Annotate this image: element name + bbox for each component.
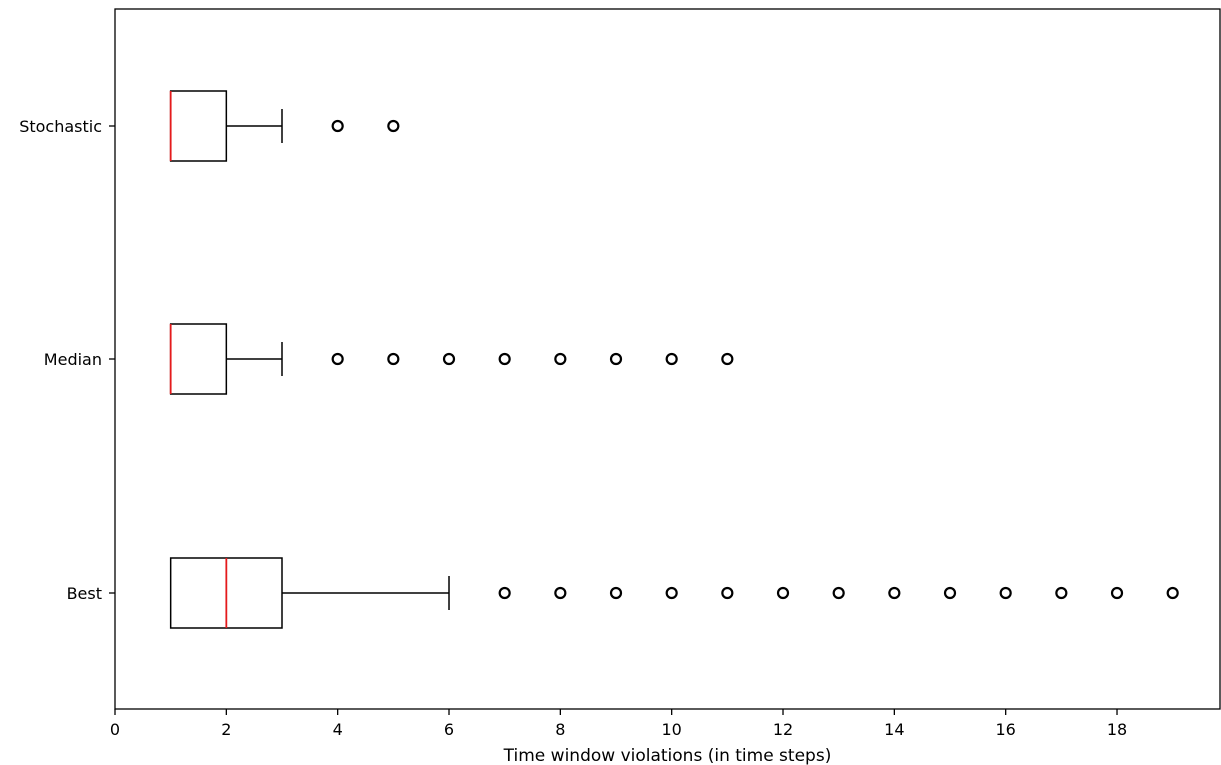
outlier-point-best — [832, 586, 845, 600]
outlier-point-best — [721, 586, 734, 600]
box-group-median — [169, 323, 734, 395]
outlier-point-best — [1110, 586, 1124, 600]
outlier-point-best — [943, 586, 957, 600]
outlier-point-median — [721, 352, 734, 366]
outlier-point-median — [442, 352, 456, 366]
x-tick-label: 6 — [444, 720, 454, 739]
outlier-point-median — [665, 352, 678, 366]
y-tick-label-stochastic: Stochastic — [19, 117, 102, 136]
outlier-point-stochastic — [331, 119, 344, 133]
outlier-point-best — [999, 586, 1012, 600]
outlier-point-best — [609, 586, 623, 600]
x-tick-label: 14 — [884, 720, 904, 739]
y-axis: Stochastic Median Best — [19, 117, 115, 603]
chart-marks — [169, 90, 1179, 629]
x-tick-label: 0 — [110, 720, 120, 739]
outlier-point-best — [888, 586, 901, 600]
x-tick-label: 12 — [773, 720, 793, 739]
outlier-point-median — [331, 352, 344, 366]
x-tick-label: 10 — [661, 720, 681, 739]
outlier-point-best — [665, 586, 678, 600]
outlier-point-best — [1055, 586, 1068, 600]
x-axis: 0 2 4 6 8 10 12 14 16 18 — [110, 709, 1127, 739]
box-group-stochastic — [169, 90, 400, 162]
x-tick-label: 4 — [333, 720, 343, 739]
x-axis-label: Time window violations (in time steps) — [503, 746, 832, 765]
outlier-point-median — [609, 352, 623, 366]
outlier-point-best — [776, 586, 790, 600]
outlier-point-median — [554, 352, 567, 366]
x-tick-label: 16 — [996, 720, 1016, 739]
box-group-best — [169, 557, 1179, 629]
outlier-point-median — [387, 352, 400, 366]
outlier-point-best — [1166, 586, 1179, 600]
outlier-point-median — [498, 352, 511, 366]
x-tick-label: 2 — [221, 720, 231, 739]
x-tick-label: 18 — [1107, 720, 1127, 739]
x-tick-label: 8 — [555, 720, 565, 739]
y-tick-label-median: Median — [44, 350, 102, 369]
outlier-point-best — [554, 586, 567, 600]
y-tick-label-best: Best — [67, 584, 102, 603]
outlier-point-stochastic — [387, 119, 400, 133]
outlier-point-best — [498, 586, 511, 600]
